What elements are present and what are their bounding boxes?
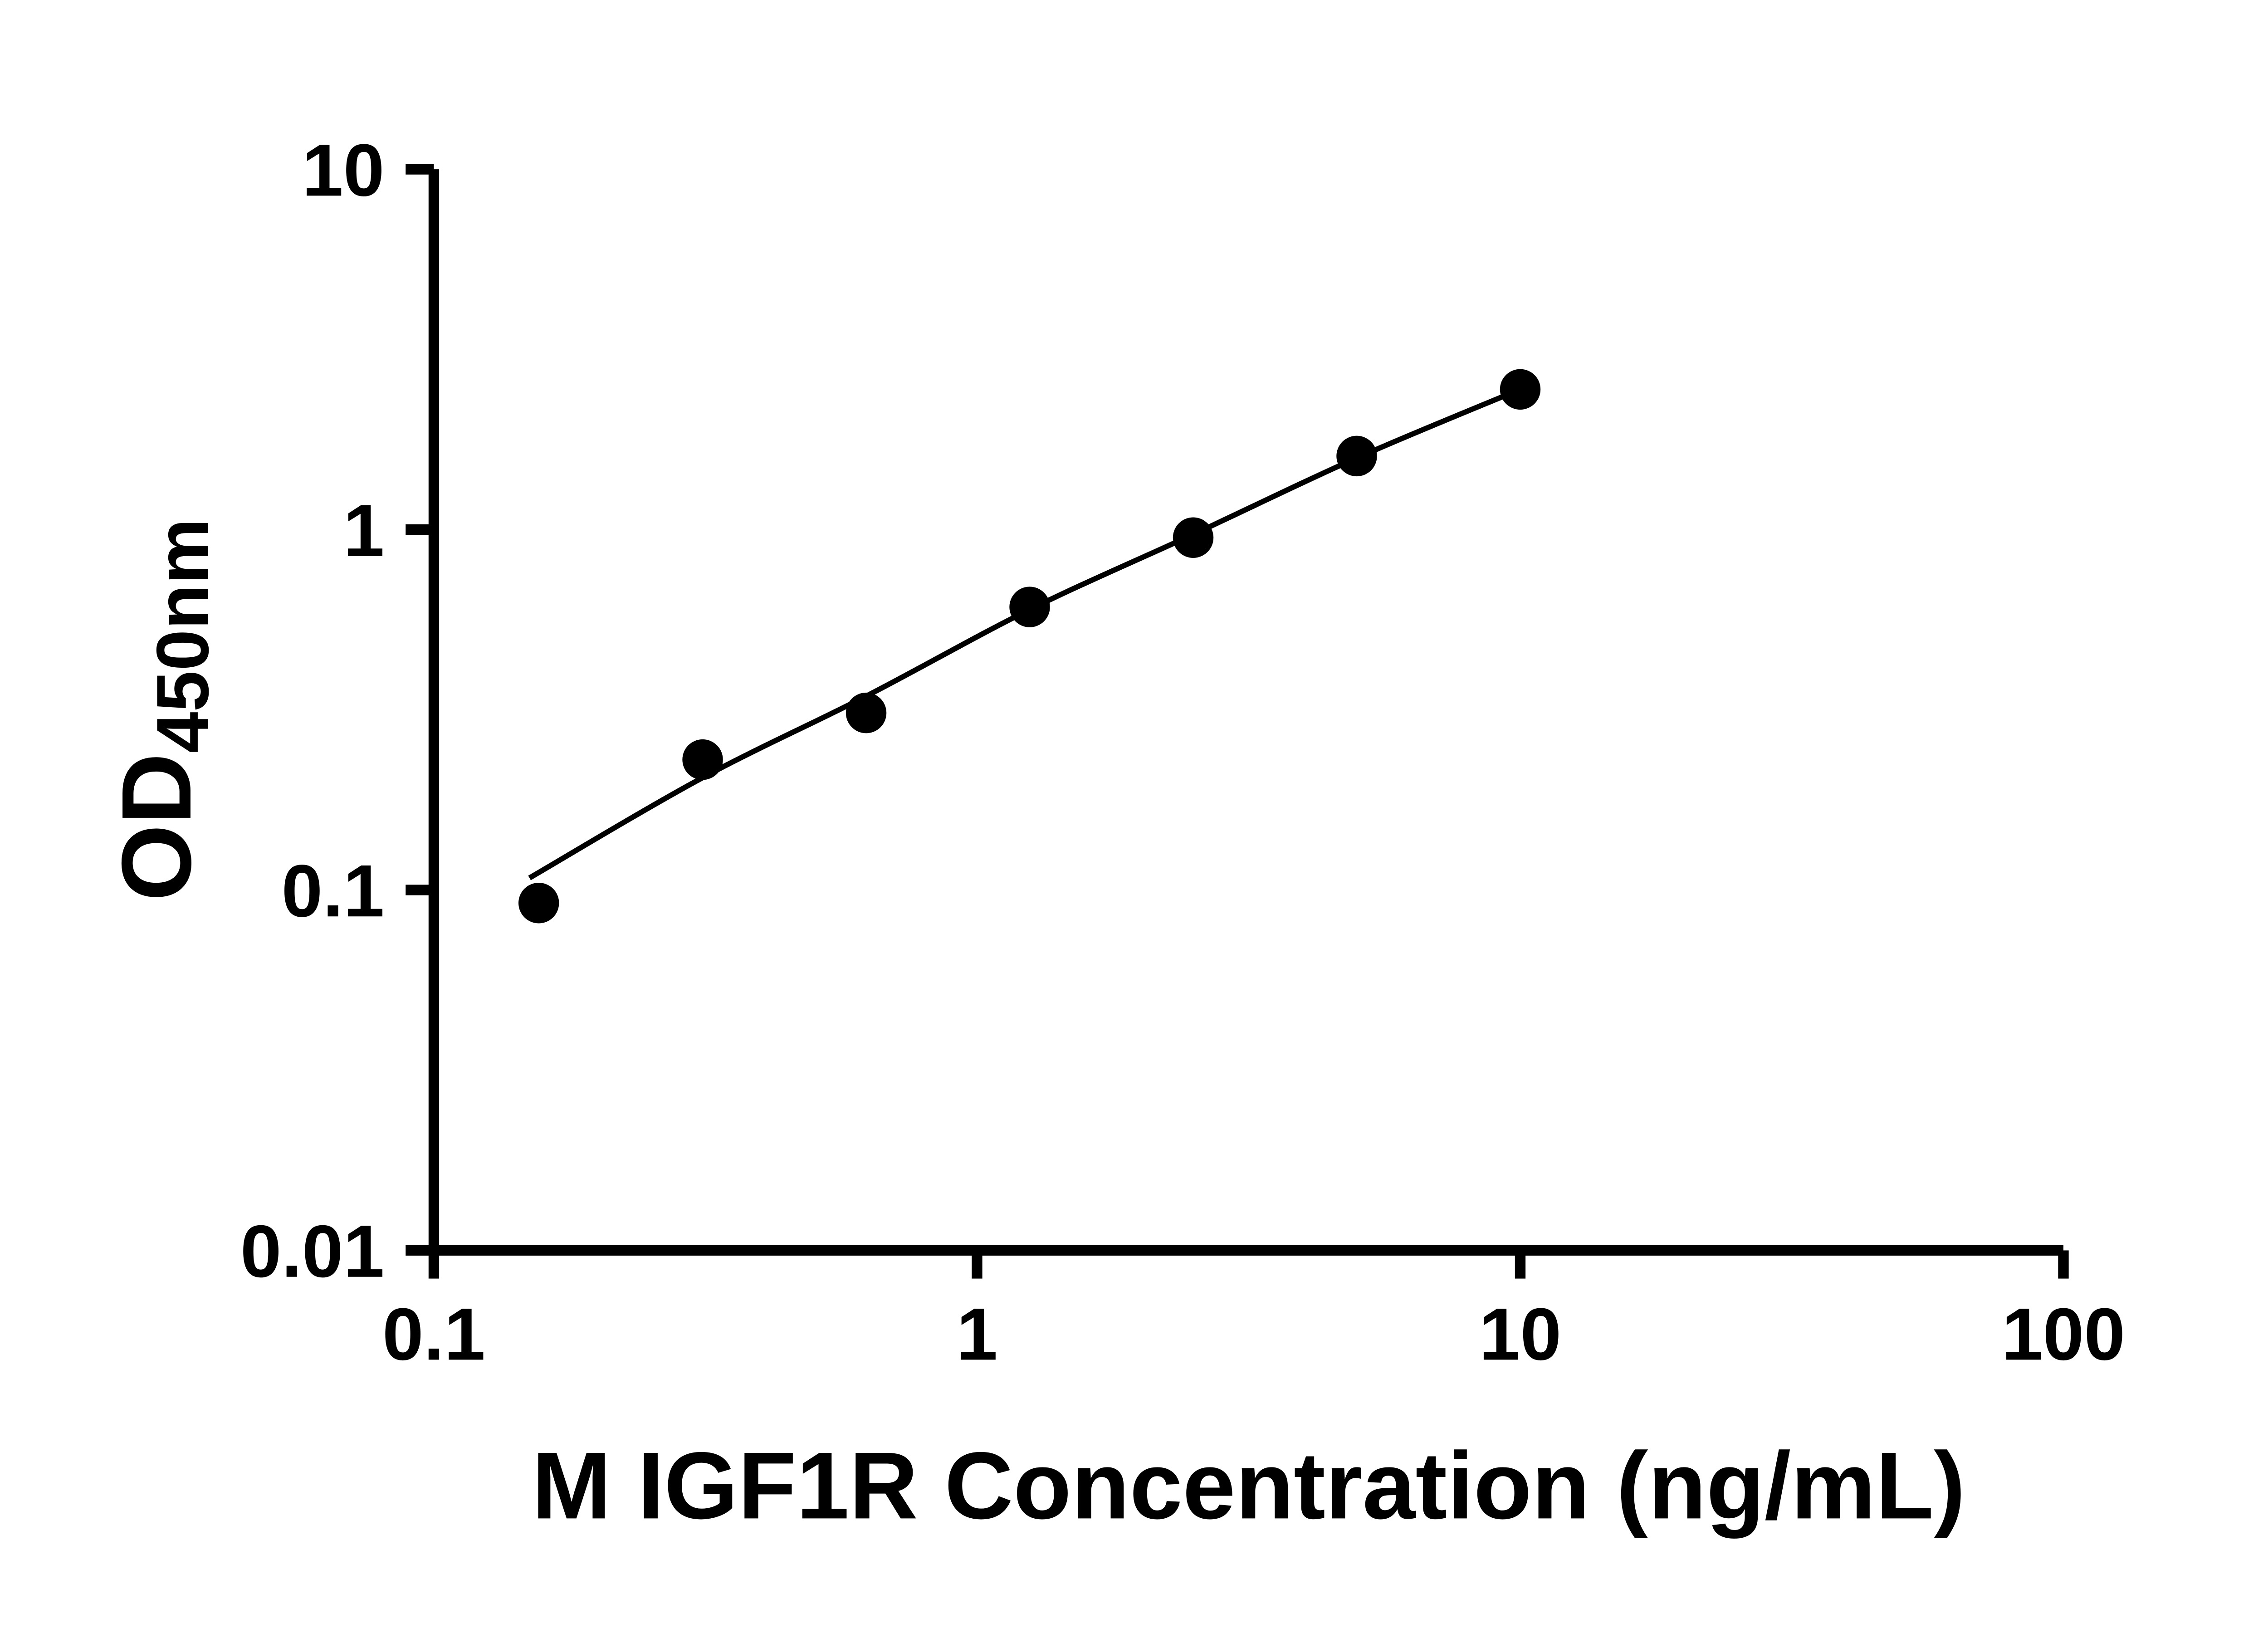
- data-point: [1009, 587, 1050, 627]
- data-point: [682, 739, 723, 780]
- data-point: [1500, 369, 1541, 410]
- axes-frame: [428, 169, 2063, 1256]
- y-axis-title: OD450nm: [102, 518, 224, 901]
- x-axis-tick-label: 100: [2002, 1293, 2125, 1376]
- data-point: [518, 883, 559, 924]
- y-axis-title-subscript: 450nm: [141, 518, 224, 753]
- y-axis-tick-label: 0.01: [240, 1210, 385, 1293]
- x-axis-tick-label: 10: [1479, 1293, 1562, 1376]
- x-axis-title: M IGF1R Concentration (ng/mL): [532, 1433, 1965, 1539]
- y-axis-tick-label: 10: [302, 128, 385, 211]
- y-axis-title-main: OD: [102, 753, 212, 901]
- x-axis-tick-label: 1: [957, 1293, 998, 1376]
- data-point: [1336, 435, 1377, 477]
- data-point: [1173, 517, 1214, 558]
- y-axis-tick-label: 0.1: [282, 849, 385, 932]
- y-axis-tick-label: 1: [343, 489, 385, 572]
- x-axis-tick-label: 0.1: [382, 1293, 485, 1376]
- data-point: [846, 692, 887, 733]
